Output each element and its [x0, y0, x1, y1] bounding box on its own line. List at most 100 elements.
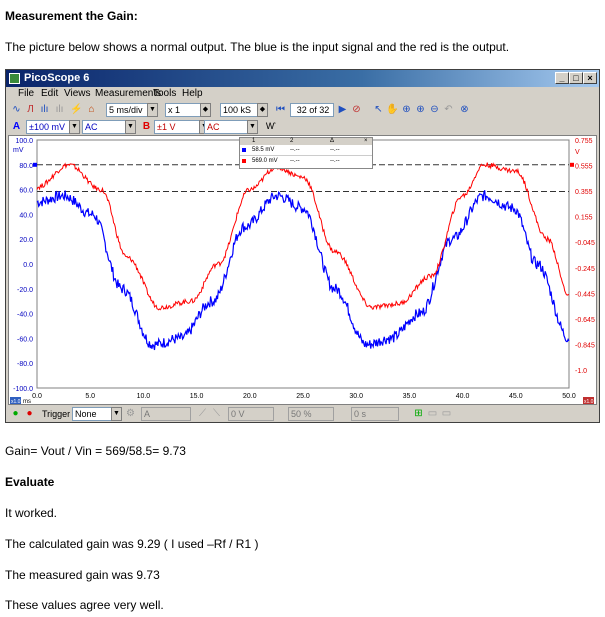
samples-stepper-icon[interactable]: ◆	[257, 103, 268, 117]
channel-a-coupling-select[interactable]: AC	[82, 120, 126, 134]
trigger-percent-input[interactable]: 50 %	[288, 407, 334, 421]
next-buffer-icon[interactable]: ▶	[338, 104, 347, 115]
menu-bar: File Edit Views Measurements Tools Help	[6, 87, 599, 102]
ruler-legend-close-icon[interactable]: ×	[364, 138, 368, 144]
channel-a-coupling-dropdown-icon[interactable]: ▼	[125, 120, 136, 134]
timebase-dropdown-icon[interactable]: ▼	[147, 103, 158, 117]
right-tick-label: -0.845	[575, 342, 595, 349]
trigger-level-input[interactable]: 0 V	[228, 407, 274, 421]
hand-icon[interactable]: ✋	[386, 104, 399, 115]
trigger-mode-dropdown-icon[interactable]: ▼	[111, 407, 122, 421]
right-tick-label: 0.155	[575, 215, 593, 222]
home-icon[interactable]: ⌂	[88, 104, 95, 115]
channel-b-range-select[interactable]: ±1 V	[154, 120, 200, 134]
trigger-mode-select[interactable]: None	[72, 407, 112, 421]
zoom-in-icon[interactable]: ⊕	[402, 104, 411, 115]
close-button[interactable]: ×	[583, 72, 597, 84]
menu-edit[interactable]: Edit	[41, 88, 59, 99]
left-tick-label: 60.0	[19, 188, 33, 195]
evaluate-line-2: The calculated gain was 9.29 ( I used –R…	[5, 537, 259, 551]
channel-view-icon[interactable]: ılı	[55, 104, 64, 115]
menu-file[interactable]: File	[18, 88, 35, 99]
channel-b-icon[interactable]: B	[142, 121, 151, 132]
ruler-b-value-2: --.--	[290, 158, 300, 164]
channel-b-coupling-select[interactable]: AC	[204, 120, 248, 134]
channel-a-icon[interactable]: A	[12, 121, 21, 132]
channel-toolbar: A ±100 mV ▼ AC ▼ B ±1 V ▼ AC ▼ Ⱳ	[6, 118, 599, 136]
left-tick-label: -100.0	[13, 386, 33, 393]
maximize-button[interactable]: □	[569, 72, 583, 84]
ruler-a-value-2: --.--	[290, 147, 300, 153]
ruler-a-value-1: 58.5 mV	[252, 147, 275, 153]
probe-icon[interactable]: ⚡	[70, 104, 83, 115]
zoom-area-icon[interactable]: ⊕	[416, 104, 425, 115]
ruler-handle-left	[33, 162, 37, 167]
start-icon[interactable]: ●	[12, 408, 19, 419]
menu-tools[interactable]: Tools	[153, 88, 177, 99]
left-tick-label: 40.0	[19, 212, 33, 219]
zoom-stepper-icon[interactable]: ◆	[200, 103, 211, 117]
right-tick-label: -0.645	[575, 317, 595, 324]
scope-mode-icon[interactable]: ∿	[12, 104, 21, 115]
compass-icon[interactable]: ⊘	[352, 104, 361, 115]
left-tick-label: 0.0	[23, 262, 33, 269]
stop-icon[interactable]: ●	[26, 408, 33, 419]
add-measurement-icon[interactable]: ⊞	[414, 408, 423, 419]
ruler-handle-right	[570, 162, 574, 167]
channel-a-range-dropdown-icon[interactable]: ▼	[69, 120, 80, 134]
zoom-select[interactable]: x 1	[165, 103, 201, 117]
left-tick-label: 100.0	[15, 138, 33, 145]
heading-measurement: Measurement the Gain:	[5, 9, 138, 23]
pointer-icon[interactable]: ↖	[374, 104, 383, 115]
trigger-delay-input[interactable]: 0 s	[351, 407, 399, 421]
trigger-edge-icon[interactable]: ⟋	[199, 408, 206, 419]
title-bar: PicoScope 6 _ □ ×	[6, 70, 599, 87]
left-tick-label: -60.0	[17, 336, 33, 343]
menu-help[interactable]: Help	[182, 88, 203, 99]
delete-measurement-icon[interactable]: ▭	[441, 408, 452, 419]
channel-a-range-select[interactable]: ±100 mV	[26, 120, 70, 134]
trace-b	[36, 162, 570, 311]
minimize-button[interactable]: _	[555, 72, 569, 84]
ruler-legend: 1 2 Δ × 58.5 mV --.-- --.-- 569.0 mV --.…	[239, 137, 373, 169]
zoom-out-icon[interactable]: ⊖	[430, 104, 439, 115]
first-buffer-icon[interactable]: ⏮	[276, 104, 285, 115]
right-tick-label: 0.355	[575, 189, 593, 196]
x-tick-label: 40.0	[456, 393, 470, 400]
trigger-edge-alt-icon[interactable]: ⟍	[213, 408, 220, 419]
x-tick-label: 0.0	[32, 393, 42, 400]
y-zoom-badge	[10, 397, 21, 404]
channel-b-coupling-dropdown-icon[interactable]: ▼	[247, 120, 258, 134]
evaluate-heading: Evaluate	[5, 475, 55, 489]
trigger-channel-select[interactable]: A	[141, 407, 191, 421]
x-tick-label: 25.0	[296, 393, 310, 400]
buffer-counter[interactable]: 32 of 32	[290, 103, 334, 117]
x-tick-label: 50.0	[562, 393, 576, 400]
timebase-select[interactable]: 5 ms/div	[106, 103, 148, 117]
spectrum-icon[interactable]: ılı	[40, 104, 49, 115]
zoom-fit-icon[interactable]: ⊗	[460, 104, 469, 115]
evaluate-line-3: The measured gain was 9.73	[5, 568, 160, 582]
undo-zoom-icon[interactable]: ↶	[444, 104, 453, 115]
left-tick-label: -80.0	[17, 361, 33, 368]
persistence-icon[interactable]: Л	[27, 104, 34, 115]
x-tick-label: 5.0	[85, 393, 95, 400]
evaluate-line-1: It worked.	[5, 506, 58, 520]
right-tick-label: -0.045	[575, 240, 595, 247]
trigger-toolbar: ● ● Trigger None ▼ ⚙ A ⟋ ⟍ 0 V 50 % 0 s …	[6, 406, 599, 422]
math-channel-icon[interactable]: Ⱳ	[265, 121, 276, 131]
app-icon	[9, 73, 20, 84]
scope-plot[interactable]: mV100.080.060.040.020.00.0-20.0-40.0-60.…	[9, 136, 596, 404]
menu-measurements[interactable]: Measurements	[95, 88, 162, 99]
x-tick-label: 45.0	[509, 393, 523, 400]
main-toolbar: ∿ Л ılı ılı ⚡ ⌂ 5 ms/div ▼ x 1 ◆ 100 kS …	[6, 101, 599, 119]
samples-select[interactable]: 100 kS	[220, 103, 258, 117]
x-tick-label: 20.0	[243, 393, 257, 400]
trace-a	[36, 190, 570, 351]
trigger-options-icon[interactable]: ⚙	[126, 408, 135, 419]
scope-view[interactable]: mV 100.0 80.0 60.0 40.0 20.0 0.0 -20.0 -40.0 -60.…	[8, 135, 597, 405]
edit-measurement-icon[interactable]: ▭	[427, 408, 438, 419]
right-tick-label: -0.445	[575, 291, 595, 298]
menu-views[interactable]: Views	[64, 88, 91, 99]
trigger-label: Trigger	[42, 409, 71, 419]
